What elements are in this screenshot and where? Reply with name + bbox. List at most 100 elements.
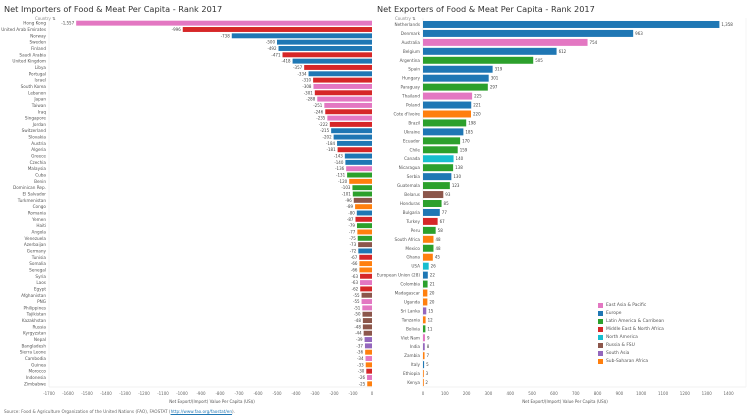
source-note: Source: Food & Agriculture Organization … xyxy=(4,409,235,414)
country-label: Bolivia xyxy=(406,326,420,331)
bar xyxy=(329,121,372,127)
country-label: Haiti xyxy=(36,223,46,228)
bar xyxy=(292,58,372,64)
value-label: -246 xyxy=(314,109,324,114)
value-label: 301 xyxy=(491,76,499,81)
value-label: -30 xyxy=(358,369,365,374)
country-label: Angola xyxy=(32,229,47,234)
legend-swatch xyxy=(598,334,603,340)
value-label: 198 xyxy=(468,120,476,125)
x-tick-label: -800 xyxy=(215,391,225,396)
value-label: -301 xyxy=(304,90,314,95)
country-label: Somalia xyxy=(29,261,46,266)
legend-item[interactable]: East Asia & Pacific xyxy=(598,301,664,309)
bar xyxy=(423,83,488,91)
bar xyxy=(423,155,454,163)
legend-item[interactable]: North America xyxy=(598,333,664,341)
country-label: Spain xyxy=(408,67,420,72)
country-label: Slovakia xyxy=(28,135,46,140)
bar xyxy=(423,182,450,190)
value-label: 21 xyxy=(430,282,436,287)
country-label: Turkmenistan xyxy=(17,198,47,203)
bar xyxy=(355,204,372,210)
legend-label: South Asia xyxy=(606,350,630,356)
bar xyxy=(361,292,372,298)
country-label: Ethiopia xyxy=(403,371,420,376)
x-tick-label: -1700 xyxy=(43,391,55,396)
legend-item[interactable]: Middle East & North Africa xyxy=(598,325,664,333)
country-label: Australia xyxy=(401,40,420,45)
bar xyxy=(423,146,458,154)
bar xyxy=(345,159,372,165)
country-label: Germany xyxy=(27,248,47,253)
country-label: Jordan xyxy=(32,122,47,127)
value-label: -34 xyxy=(357,356,364,361)
value-label: 22 xyxy=(430,273,436,278)
country-label: Nicaragua xyxy=(399,165,421,170)
value-label: -96 xyxy=(345,198,352,203)
legend-item[interactable]: Latin America & Carribean xyxy=(598,317,664,325)
value-label: -103 xyxy=(341,185,351,190)
country-label: Congo xyxy=(33,204,47,209)
x-tick-label: 1200 xyxy=(680,391,691,396)
value-label: 11 xyxy=(427,326,433,331)
bar xyxy=(423,119,467,127)
value-label: 58 xyxy=(438,228,444,233)
x-tick-label: -200 xyxy=(329,391,339,396)
x-axis-title: Net Export/(Import) Value Per Capita (US… xyxy=(169,399,255,404)
sort-descending-icon[interactable]: ⇅ xyxy=(412,16,416,21)
source-link[interactable]: http://www.fao.org/faostat/en xyxy=(170,409,233,414)
country-label: Algeria xyxy=(31,147,46,152)
legend-label: East Asia & Pacific xyxy=(606,302,647,308)
value-label: -66 xyxy=(351,261,358,266)
bar xyxy=(313,77,372,83)
country-label: Madagascar xyxy=(395,291,421,296)
country-label: Yemen xyxy=(31,217,46,222)
value-label: 963 xyxy=(635,31,643,36)
value-label: -25 xyxy=(359,381,366,386)
value-label: 20 xyxy=(429,291,435,296)
country-label: Indonesia xyxy=(26,375,47,380)
x-tick-label: -1500 xyxy=(81,391,93,396)
value-label: 9 xyxy=(427,335,430,340)
country-label: Viet Nam xyxy=(401,335,420,340)
value-label: 297 xyxy=(490,85,498,90)
legend-item[interactable]: Russia & FSU xyxy=(598,341,664,349)
country-label: Benin xyxy=(34,179,46,184)
bar xyxy=(337,147,372,153)
bar xyxy=(364,343,372,349)
country-label: Senegal xyxy=(29,267,46,272)
legend-item[interactable]: Europe xyxy=(598,309,664,317)
legend-item[interactable]: South Asia xyxy=(598,349,664,357)
x-tick-label: -300 xyxy=(310,391,320,396)
value-label: -738 xyxy=(221,33,231,38)
region-legend: East Asia & Pacific Europe Latin America &… xyxy=(598,301,664,365)
country-label: United Arab Emirates xyxy=(1,27,46,32)
bar xyxy=(423,361,425,369)
bar xyxy=(313,83,372,89)
value-label: -39 xyxy=(356,337,363,342)
bar xyxy=(423,101,472,109)
value-label: -181 xyxy=(327,147,337,152)
x-tick-label: -600 xyxy=(253,391,263,396)
x-tick-label: 400 xyxy=(506,391,514,396)
value-label: 138 xyxy=(455,165,463,170)
value-label: -136 xyxy=(335,166,345,171)
legend-item[interactable]: Sub-Saharan Africa xyxy=(598,357,664,365)
importers-country-header[interactable]: Country ⇅ xyxy=(35,16,56,21)
country-label: Bangladesh xyxy=(21,343,46,348)
exporters-country-header[interactable]: Country ⇅ xyxy=(395,16,416,21)
x-tick-label: -1600 xyxy=(62,391,74,396)
bar xyxy=(365,349,372,355)
bar xyxy=(366,368,372,374)
country-label: Romania xyxy=(28,210,47,215)
value-label: 1,358 xyxy=(721,22,733,27)
bar xyxy=(423,334,425,342)
value-label: 12 xyxy=(428,317,434,322)
value-label: -308 xyxy=(302,84,312,89)
bar xyxy=(347,172,372,178)
country-label: Belgium xyxy=(403,49,420,54)
value-label: -184 xyxy=(326,141,336,146)
sort-ascending-icon[interactable]: ⇅ xyxy=(52,16,56,21)
country-label: Netherlands xyxy=(394,22,420,27)
